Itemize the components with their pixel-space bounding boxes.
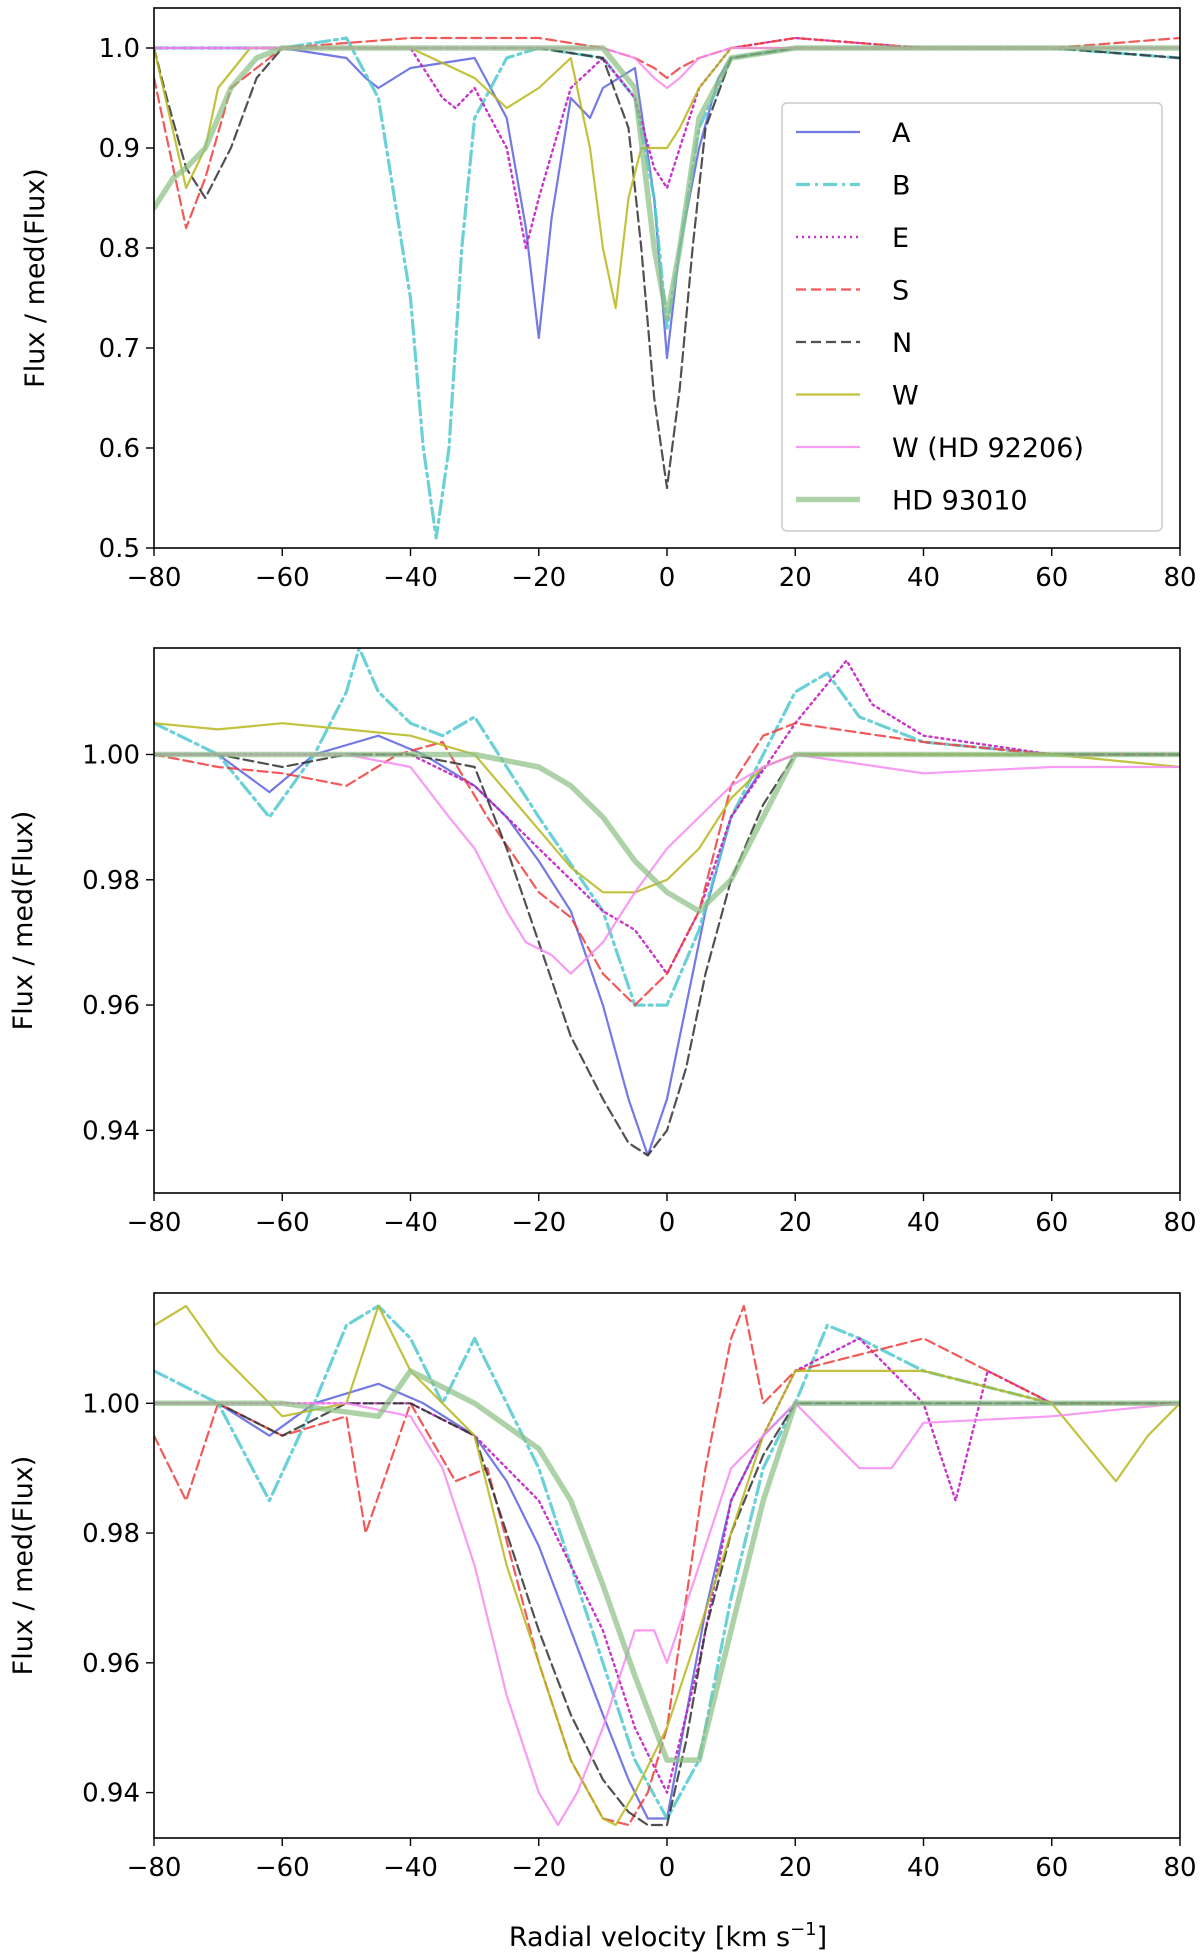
x-tick-label: −40: [383, 1853, 438, 1883]
series-line-s: [154, 722, 1180, 1007]
series-line-w: [154, 1304, 1180, 1827]
x-tick-label: 0: [659, 1853, 676, 1883]
series-line-n: [154, 46, 1180, 490]
legend-label: E: [892, 223, 909, 254]
x-tick-label: 40: [907, 1853, 940, 1883]
legend-label: W (HD 92206): [892, 433, 1084, 464]
x-tick-label: −80: [127, 1208, 182, 1238]
x-tick-label: 60: [1035, 1208, 1068, 1238]
x-tick-label: −80: [127, 1853, 182, 1883]
y-tick-label: 1.0: [99, 34, 140, 64]
legend-entry: B: [796, 171, 911, 202]
series-line-w-hd-92206: [154, 753, 1180, 975]
legend-label: S: [892, 276, 909, 307]
series-line-w-hd-92206: [154, 1402, 1180, 1827]
y-tick-label: 0.5: [99, 534, 140, 564]
series-line-w: [154, 722, 1180, 894]
panel-bottom: −80 −60 −40 −20 0 20 40 60 80 0.94 0.96 0.98 1.00 Flu…: [8, 1292, 1197, 1883]
series-line-hd-93010: [154, 751, 1180, 914]
x-tick-label: 60: [1035, 563, 1068, 593]
x-tick-label: 20: [779, 563, 812, 593]
y-tick-label: 0.6: [99, 434, 140, 464]
series-line-hd-93010: [154, 45, 1180, 321]
x-tick-label: −40: [383, 563, 438, 593]
x-tick-label: 80: [1163, 1208, 1196, 1238]
legend-entry: E: [796, 223, 909, 254]
series-line-b: [154, 648, 1180, 1007]
series-line-s: [154, 1304, 1180, 1827]
legend-label: W: [892, 381, 919, 412]
x-tick-label: 0: [659, 563, 676, 593]
x-tick-label: 80: [1163, 563, 1196, 593]
x-tick-label: −80: [127, 563, 182, 593]
legend-entry: W (HD 92206): [796, 433, 1084, 464]
x-tick-label: 40: [907, 1208, 940, 1238]
legend-entry: HD 93010: [796, 486, 1028, 517]
x-tick-label: 80: [1163, 1853, 1196, 1883]
series-line-n: [154, 1402, 1180, 1827]
series-line-hd-93010: [154, 1368, 1180, 1763]
y-tick-label: 0.98: [82, 866, 140, 896]
y-tick-label: 0.94: [82, 1116, 140, 1146]
series-line-e: [154, 659, 1180, 975]
series-group: [154, 1304, 1180, 1827]
legend-label: A: [892, 118, 911, 149]
y-tick-label: 0.7: [99, 334, 140, 364]
series-line-a: [154, 734, 1180, 1157]
legend-box: [781, 102, 1163, 532]
x-tick-label: 60: [1035, 1853, 1068, 1883]
y-axis-label: Flux / med(Flux): [20, 168, 51, 388]
y-axis-label: Flux / med(Flux): [8, 1456, 39, 1676]
y-tick-label: 1.00: [82, 740, 140, 770]
series-group: [154, 648, 1180, 1157]
x-tick-label: 0: [659, 1208, 676, 1238]
y-tick-label: 0.98: [82, 1519, 140, 1549]
y-tick-label: 0.96: [82, 991, 140, 1021]
legend-entry: A: [796, 118, 911, 149]
legend-entry: W: [796, 381, 919, 412]
series-group: [154, 36, 1180, 540]
series-line-w-hd-92206: [154, 46, 1180, 90]
x-tick-label: −60: [255, 563, 310, 593]
x-tick-label: −20: [511, 563, 566, 593]
x-axis-label: Radial velocity [km s−1]: [509, 1919, 827, 1953]
x-tick-label: 40: [907, 563, 940, 593]
x-tick-label: −20: [511, 1853, 566, 1883]
y-tick-label: 0.8: [99, 234, 140, 264]
panel-middle: −80 −60 −40 −20 0 20 40 60 80 0.94 0.96 0.98 1.00 Flu…: [8, 647, 1197, 1238]
x-tick-label: −60: [255, 1853, 310, 1883]
x-tick-label: 20: [779, 1853, 812, 1883]
x-tick-label: −40: [383, 1208, 438, 1238]
legend-label: B: [892, 171, 911, 202]
y-tick-label: 0.9: [99, 134, 140, 164]
legend-entry: S: [796, 276, 909, 307]
y-tick-label: 0.94: [82, 1779, 140, 1809]
x-tick-label: −20: [511, 1208, 566, 1238]
legend-label: HD 93010: [892, 486, 1028, 517]
x-tick-label: 20: [779, 1208, 812, 1238]
y-tick-label: 1.00: [82, 1389, 140, 1419]
y-tick-label: 0.96: [82, 1649, 140, 1679]
legend-label: N: [892, 328, 912, 359]
panel-top: −80 −60 −40 −20 0 20 40 60 80 0.5 0.6 0.7 0.8 0.9 1.0 F…: [20, 7, 1197, 593]
panels: −80 −60 −40 −20 0 20 40 60 80 0.5 0.6 0.7 0.8 0.9 1.0 F…: [8, 7, 1197, 1883]
legend-entry: N: [796, 328, 912, 359]
axes-frame: [153, 647, 1181, 1194]
y-axis-label: Flux / med(Flux): [8, 811, 39, 1031]
series-line-b: [154, 1304, 1180, 1821]
x-tick-label: −60: [255, 1208, 310, 1238]
